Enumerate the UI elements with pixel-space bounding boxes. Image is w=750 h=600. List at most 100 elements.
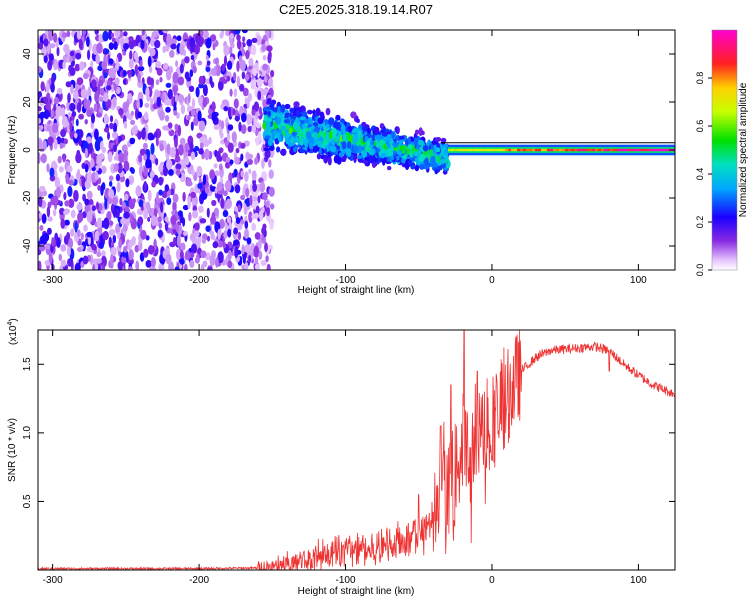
heatmap-cell: [101, 250, 106, 258]
heatmap-cell: [182, 204, 189, 211]
heatmap-cell: [187, 115, 191, 121]
heatmap-cell: [38, 249, 42, 256]
heatmap-cell: [162, 165, 166, 174]
heatmap-cell: [170, 38, 177, 45]
colorbar-tick-label: 0.8: [695, 72, 705, 85]
heatmap-cell: [140, 229, 147, 240]
heatmap-cell: [105, 85, 112, 91]
heatmap-cell: [70, 209, 76, 219]
heatmap-cell: [195, 112, 199, 119]
heatmap-cell: [370, 148, 376, 155]
heatmap-cell: [270, 69, 275, 78]
heatmap-cell: [138, 154, 143, 163]
heatmap-cell: [544, 148, 548, 152]
heatmap-cell: [162, 45, 166, 54]
heatmap-cell: [292, 146, 297, 153]
heatmap-cell: [213, 65, 217, 77]
heatmap-cell: [243, 206, 248, 216]
heatmap-cell: [50, 82, 55, 93]
heatmap-cell: [102, 92, 109, 102]
heatmap-cell: [266, 263, 271, 270]
heatmap-cell: [246, 159, 253, 165]
heatmap-cell: [225, 161, 231, 169]
heatmap-cell: [179, 259, 185, 265]
heatmap-cell: [496, 148, 500, 152]
heatmap-cell: [616, 148, 620, 152]
heatmap-cell: [234, 184, 241, 194]
heatmap-cell: [101, 60, 108, 70]
heatmap-cell: [63, 192, 67, 201]
heatmap-cell: [84, 147, 88, 159]
heatmap-cell: [213, 124, 220, 130]
heatmap-cell: [138, 98, 143, 108]
heatmap-cell: [448, 148, 452, 152]
heatmap-cell: [186, 181, 193, 187]
heatmap-cell: [66, 246, 71, 257]
heatmap-cell: [658, 148, 662, 152]
heatmap-cell: [299, 138, 304, 146]
heatmap-cell: [95, 53, 100, 65]
heatmap-cell: [164, 222, 169, 232]
heatmap-cell: [97, 185, 101, 191]
heatmap-cell: [223, 106, 229, 112]
heatmap-cell: [189, 233, 196, 242]
heatmap-cell: [565, 148, 569, 152]
heatmap-cell: [60, 218, 66, 229]
heatmap-cell: [40, 153, 47, 164]
heatmap-cell: [386, 156, 390, 162]
heatmap-cell: [239, 83, 245, 92]
heatmap-cell: [379, 123, 385, 128]
heatmap-cell: [217, 251, 224, 264]
heatmap-cell: [165, 82, 172, 88]
heatmap-cell: [251, 222, 257, 231]
heatmap-cell: [661, 148, 665, 152]
heatmap-cell: [172, 193, 179, 203]
heatmap-cell: [112, 96, 117, 108]
heatmap-cell: [472, 148, 476, 152]
heatmap-cell: [235, 217, 241, 224]
heatmap-cell: [361, 121, 367, 127]
heatmap-cell: [107, 131, 110, 140]
heatmap-cell: [353, 154, 357, 164]
heatmap-cell: [47, 216, 53, 222]
heatmap-cell: [234, 115, 240, 122]
heatmap-cell: [493, 148, 497, 152]
x-tick-label: -300: [43, 275, 63, 286]
heatmap-cell: [60, 129, 67, 138]
heatmap-cell: [150, 134, 155, 141]
heatmap-cell: [76, 77, 84, 86]
heatmap-cell: [341, 141, 347, 150]
heatmap-cell: [508, 148, 512, 152]
heatmap-cell: [264, 75, 268, 83]
heatmap-cell: [130, 119, 136, 126]
heatmap-cell: [95, 154, 102, 166]
heatmap-cell: [39, 185, 46, 193]
heatmap-cell: [414, 165, 420, 172]
heatmap-cell: [151, 215, 157, 227]
heatmap-cell: [416, 144, 420, 150]
heatmap-cell: [99, 140, 104, 150]
heatmap-cell: [148, 66, 153, 73]
heatmap-cell: [502, 148, 506, 152]
heatmap-cell: [200, 264, 205, 270]
heatmap-cell: [38, 139, 43, 150]
heatmap-cell: [291, 131, 298, 137]
heatmap-cell: [267, 140, 273, 147]
heatmap-cell: [158, 222, 163, 229]
heatmap-cell: [65, 176, 70, 185]
heatmap-cell: [51, 237, 55, 247]
heatmap-cell: [169, 147, 176, 158]
heatmap-cell: [396, 134, 400, 142]
heatmap-cell: [103, 115, 110, 125]
heatmap-cell: [213, 163, 218, 169]
heatmap-cell: [390, 145, 394, 152]
heatmap-cell: [59, 166, 64, 173]
heatmap-cell: [67, 185, 73, 198]
heatmap-cell: [667, 148, 671, 152]
heatmap-cell: [47, 227, 52, 235]
heatmap-cell: [435, 137, 442, 142]
heatmap-cell: [129, 138, 135, 145]
heatmap-cell: [56, 237, 61, 248]
heatmap-cell: [115, 56, 119, 68]
heatmap-cell: [118, 152, 125, 164]
